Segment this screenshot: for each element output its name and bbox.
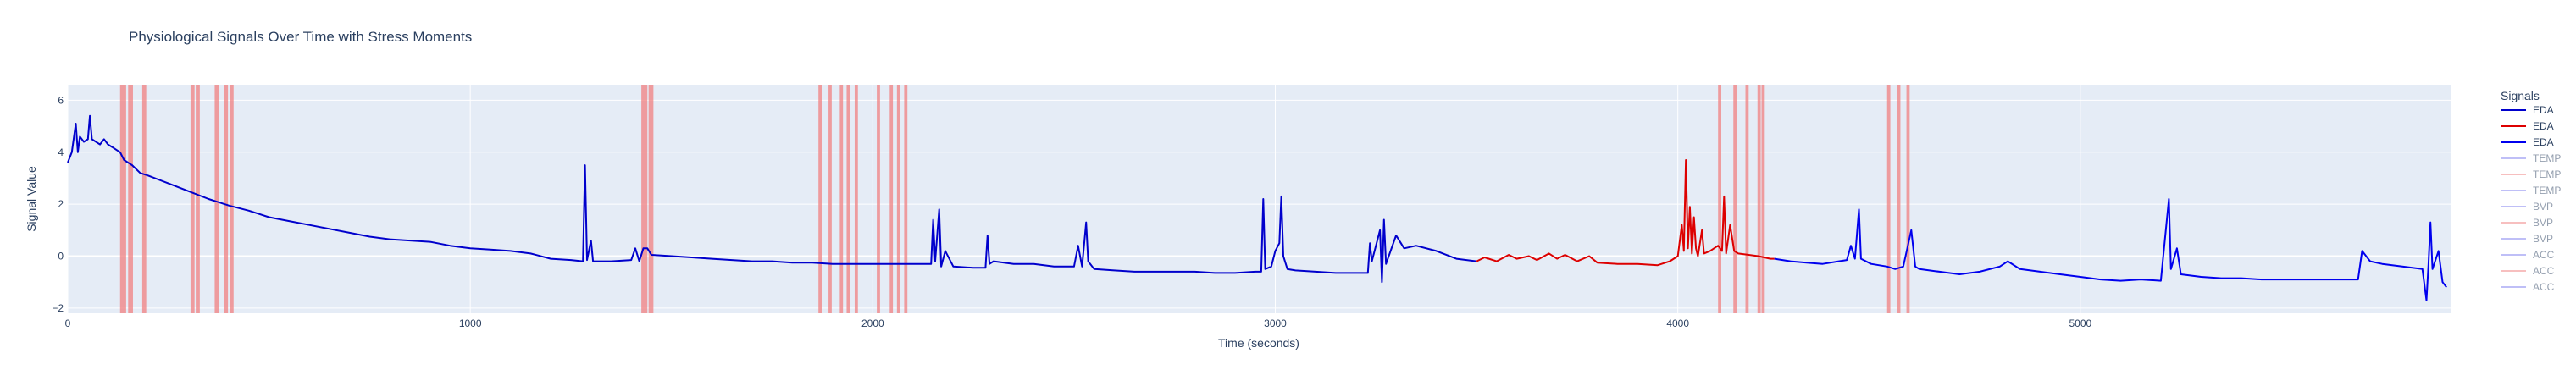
legend-label: BVP: [2533, 233, 2553, 245]
y-tick-label: −2: [52, 302, 64, 314]
y-tick-label: 2: [58, 198, 64, 210]
chart-title: Physiological Signals Over Time with Str…: [129, 29, 472, 45]
stress-moment-band: [1757, 85, 1761, 313]
stress-moment-band: [1886, 85, 1891, 313]
stress-moment-band: [119, 85, 126, 313]
stress-moment-band: [828, 85, 832, 313]
stress-moment-band: [1897, 85, 1901, 313]
stress-moment-band: [846, 85, 850, 313]
x-tick-label: 2000: [861, 318, 884, 329]
x-axis-title: Time (seconds): [1218, 336, 1299, 350]
legend-item-bvp[interactable]: BVP: [2501, 217, 2553, 229]
series-line-eda-1: [67, 114, 1477, 284]
legend-label: EDA: [2533, 104, 2554, 116]
legend-item-acc[interactable]: ACC: [2501, 265, 2555, 277]
legend-label: TEMP: [2533, 185, 2561, 196]
legend-item-temp[interactable]: TEMP: [2501, 152, 2561, 164]
stress-moment-band: [1733, 85, 1737, 313]
y-axis-ticks: −2 0 2 4 6: [52, 94, 64, 313]
series-line-eda-3: [1774, 198, 2447, 301]
legend-item-eda[interactable]: EDA: [2501, 136, 2554, 148]
stress-moment-band: [904, 85, 908, 313]
stress-moment-band: [818, 85, 822, 313]
legend-label: TEMP: [2533, 152, 2561, 164]
stress-moment-band: [224, 85, 229, 313]
y-axis-title: Signal Value: [25, 166, 38, 232]
legend-item-eda[interactable]: EDA: [2501, 120, 2554, 132]
stress-moment-band: [896, 85, 900, 313]
legend-label: BVP: [2533, 201, 2553, 213]
y-tick-label: 4: [58, 146, 64, 158]
stress-moment-band: [854, 85, 858, 313]
stress-moment-band: [190, 85, 195, 313]
stress-moment-band: [648, 85, 654, 313]
x-tick-label: 3000: [1264, 318, 1287, 329]
legend-label: EDA: [2533, 120, 2554, 132]
stress-moment-band: [1718, 85, 1721, 313]
legend-label: TEMP: [2533, 168, 2561, 180]
legend-label: ACC: [2533, 265, 2555, 277]
stress-moment-band: [1906, 85, 1910, 313]
legend-title: Signals: [2501, 89, 2540, 102]
stress-moment-bands: [119, 85, 1910, 313]
x-tick-label: 5000: [2069, 318, 2091, 329]
y-tick-label: 0: [58, 251, 64, 262]
x-tick-label: 1000: [459, 318, 482, 329]
y-tick-label: 6: [58, 94, 64, 106]
legend-item-acc[interactable]: ACC: [2501, 281, 2555, 293]
legend[interactable]: Signals EDA EDA EDA TEMP TEMP TEMP BVP BVP BVP AC…: [2501, 89, 2561, 293]
plot-area: [68, 85, 2451, 313]
stress-moment-band: [641, 85, 648, 313]
signal-lines: [67, 114, 2447, 301]
stress-moment-band: [877, 85, 880, 313]
legend-item-eda[interactable]: EDA: [2501, 104, 2554, 116]
legend-label: ACC: [2533, 281, 2555, 293]
legend-label: ACC: [2533, 249, 2555, 261]
x-axis-ticks: 0 1000 2000 3000 4000 5000: [65, 318, 2092, 329]
legend-item-temp[interactable]: TEMP: [2501, 185, 2561, 196]
series-line-eda-2: [1476, 159, 1775, 267]
stress-moment-band: [196, 85, 200, 313]
legend-label: BVP: [2533, 217, 2553, 229]
stress-moment-band: [1761, 85, 1765, 313]
stress-moment-band: [839, 85, 844, 313]
stress-moment-band: [889, 85, 894, 313]
legend-item-bvp[interactable]: BVP: [2501, 233, 2553, 245]
legend-items: EDA EDA EDA TEMP TEMP TEMP BVP BVP BVP ACC ACC ACC: [2501, 104, 2561, 293]
legend-item-acc[interactable]: ACC: [2501, 249, 2555, 261]
stress-moment-band: [230, 85, 234, 313]
grid-lines: [67, 85, 2451, 313]
x-tick-label: 0: [65, 318, 71, 329]
stress-moment-band: [141, 85, 147, 313]
stress-moment-band: [214, 85, 219, 313]
stress-moment-band: [1745, 85, 1749, 313]
x-tick-label: 4000: [1666, 318, 1689, 329]
legend-label: EDA: [2533, 136, 2554, 148]
legend-item-bvp[interactable]: BVP: [2501, 201, 2553, 213]
stress-moment-band: [128, 85, 133, 313]
legend-item-temp[interactable]: TEMP: [2501, 168, 2561, 180]
